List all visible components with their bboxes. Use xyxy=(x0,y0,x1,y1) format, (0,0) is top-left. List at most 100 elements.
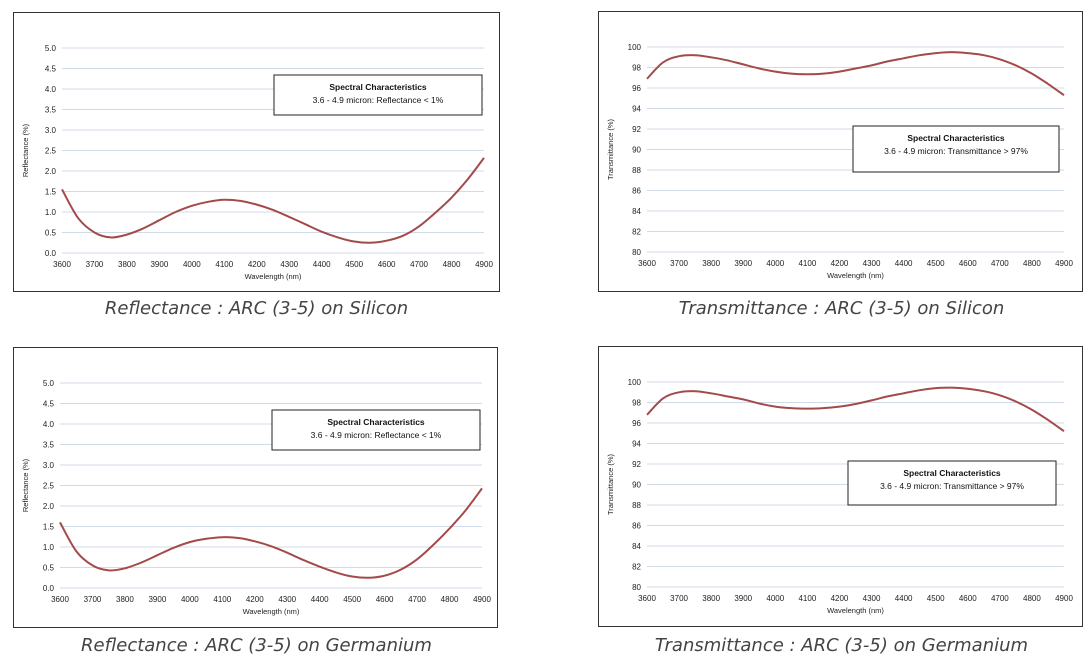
x-tick-label: 4400 xyxy=(895,259,913,268)
y-tick-label: 98 xyxy=(632,399,641,408)
y-tick-label: 2.0 xyxy=(43,502,55,511)
x-tick-label: 3600 xyxy=(638,594,656,603)
x-tick-label: 3800 xyxy=(702,259,720,268)
y-tick-label: 3.5 xyxy=(45,106,57,115)
y-tick-label: 3.5 xyxy=(43,441,55,450)
y-axis-label: Transmittance (%) xyxy=(606,119,615,180)
x-tick-label: 4600 xyxy=(959,594,977,603)
y-tick-label: 92 xyxy=(632,460,641,469)
x-tick-label: 4800 xyxy=(1023,259,1041,268)
x-tick-label: 4700 xyxy=(991,259,1009,268)
x-axis-label: Wavelength (nm) xyxy=(245,272,302,281)
x-tick-label: 4700 xyxy=(991,594,1009,603)
reflectance-germanium-caption: Reflectance : ARC (3-5) on Germanium xyxy=(13,635,500,656)
y-tick-label: 1.0 xyxy=(43,543,55,552)
x-tick-label: 3800 xyxy=(116,595,134,604)
y-tick-label: 0.5 xyxy=(45,229,57,238)
reflectance-germanium-plot: 0.0 0.5 1.0 1.5 2.0 2.5 3.0 3.5 4.0 4.5 5.0 3600 370… xyxy=(14,348,497,627)
x-tick-label: 4700 xyxy=(410,260,428,269)
y-axis-label: Reflectance (%) xyxy=(21,123,30,177)
y-tick-label: 96 xyxy=(632,419,641,428)
transmittance-silicon-chart: 80 82 84 86 88 90 92 94 96 98 100 3600 3700 3800 3900 4… xyxy=(598,11,1083,292)
series-line xyxy=(60,488,482,577)
x-tick-label: 3700 xyxy=(84,595,102,604)
y-tick-label: 4.5 xyxy=(43,400,55,409)
annotation-title: Spectral Characteristics xyxy=(329,82,427,92)
annotation-title: Spectral Characteristics xyxy=(327,417,425,427)
x-tick-label: 3700 xyxy=(670,594,688,603)
x-tick-label: 4800 xyxy=(443,260,461,269)
annotation-text: 3.6 - 4.9 micron: Reflectance < 1% xyxy=(311,430,442,440)
y-tick-label: 84 xyxy=(632,207,641,216)
x-tick-label: 3600 xyxy=(51,595,69,604)
x-tick-label: 3600 xyxy=(53,260,71,269)
y-tick-label: 86 xyxy=(632,187,641,196)
y-tick-label: 88 xyxy=(632,501,641,510)
x-tick-label: 3900 xyxy=(150,260,168,269)
x-tick-label: 4000 xyxy=(181,595,199,604)
x-tick-label: 3800 xyxy=(118,260,136,269)
x-tick-label: 4100 xyxy=(798,259,816,268)
x-tick-label: 3600 xyxy=(638,259,656,268)
annotation-text: 3.6 - 4.9 micron: Transmittance > 97% xyxy=(880,481,1024,491)
x-tick-label: 4200 xyxy=(248,260,266,269)
transmittance-germanium-chart: 80 82 84 86 88 90 92 94 96 98 100 3600 3700 3800 3900 4… xyxy=(598,346,1083,627)
x-tick-label: 4400 xyxy=(313,260,331,269)
annotation-text: 3.6 - 4.9 micron: Transmittance > 97% xyxy=(884,146,1028,156)
x-tick-label: 3800 xyxy=(702,594,720,603)
y-tick-label: 5.0 xyxy=(43,379,55,388)
x-tick-label: 4100 xyxy=(798,594,816,603)
reflectance-silicon-chart: 0.0 0.5 1.0 1.5 2.0 2.5 3.0 3.5 4.0 4.5 5.0 3600 370… xyxy=(13,12,500,292)
x-tick-label: 4200 xyxy=(246,595,264,604)
y-tick-label: 4.5 xyxy=(45,65,57,74)
series-line xyxy=(647,388,1064,432)
y-tick-label: 4.0 xyxy=(45,85,57,94)
annotation-title: Spectral Characteristics xyxy=(903,468,1001,478)
x-tick-label: 4800 xyxy=(441,595,459,604)
y-tick-label: 1.5 xyxy=(45,188,57,197)
x-tick-label: 4300 xyxy=(278,595,296,604)
y-tick-label: 4.0 xyxy=(43,420,55,429)
y-axis-label: Reflectance (%) xyxy=(21,458,30,512)
y-tick-label: 90 xyxy=(632,146,641,155)
y-tick-label: 84 xyxy=(632,542,641,551)
y-axis-label: Transmittance (%) xyxy=(606,454,615,515)
y-tick-label: 0.0 xyxy=(45,249,57,258)
y-tick-label: 94 xyxy=(632,440,641,449)
y-tick-label: 82 xyxy=(632,228,641,237)
x-tick-label: 4600 xyxy=(378,260,396,269)
x-tick-label: 4300 xyxy=(863,259,881,268)
y-tick-label: 1.5 xyxy=(43,523,55,532)
x-tick-label: 4500 xyxy=(927,259,945,268)
x-tick-label: 4400 xyxy=(311,595,329,604)
y-tick-label: 1.0 xyxy=(45,208,57,217)
x-tick-label: 4400 xyxy=(895,594,913,603)
x-tick-label: 4300 xyxy=(280,260,298,269)
y-tick-label: 86 xyxy=(632,522,641,531)
y-tick-label: 82 xyxy=(632,563,641,572)
x-tick-label: 4900 xyxy=(475,260,493,269)
x-tick-label: 4100 xyxy=(213,595,231,604)
transmittance-silicon-caption: Transmittance : ARC (3-5) on Silicon xyxy=(598,298,1085,319)
transmittance-germanium-plot: 80 82 84 86 88 90 92 94 96 98 100 3600 3700 3800 3900 4… xyxy=(599,347,1082,626)
y-tick-label: 3.0 xyxy=(43,461,55,470)
x-tick-label: 3900 xyxy=(734,259,752,268)
x-tick-label: 4600 xyxy=(959,259,977,268)
y-tick-label: 5.0 xyxy=(45,44,57,53)
x-tick-label: 4000 xyxy=(766,259,784,268)
x-tick-label: 3700 xyxy=(670,259,688,268)
reflectance-silicon-plot: 0.00.51.01.52.02.53.03.54.04.55.03600 370… xyxy=(14,13,499,291)
y-tick-label: 2.5 xyxy=(43,482,55,491)
y-tick-label: 2.5 xyxy=(45,147,57,156)
y-tick-label: 0.0 xyxy=(43,584,55,593)
y-tick-label: 94 xyxy=(632,105,641,114)
y-tick-label: 80 xyxy=(632,248,641,257)
y-tick-label: 90 xyxy=(632,481,641,490)
x-tick-label: 4500 xyxy=(343,595,361,604)
x-tick-label: 4900 xyxy=(1055,594,1073,603)
y-tick-label: 92 xyxy=(632,125,641,134)
x-axis-label: Wavelength (nm) xyxy=(243,607,300,616)
x-tick-label: 4100 xyxy=(215,260,233,269)
y-tick-label: 3.0 xyxy=(45,126,57,135)
x-tick-label: 4000 xyxy=(766,594,784,603)
